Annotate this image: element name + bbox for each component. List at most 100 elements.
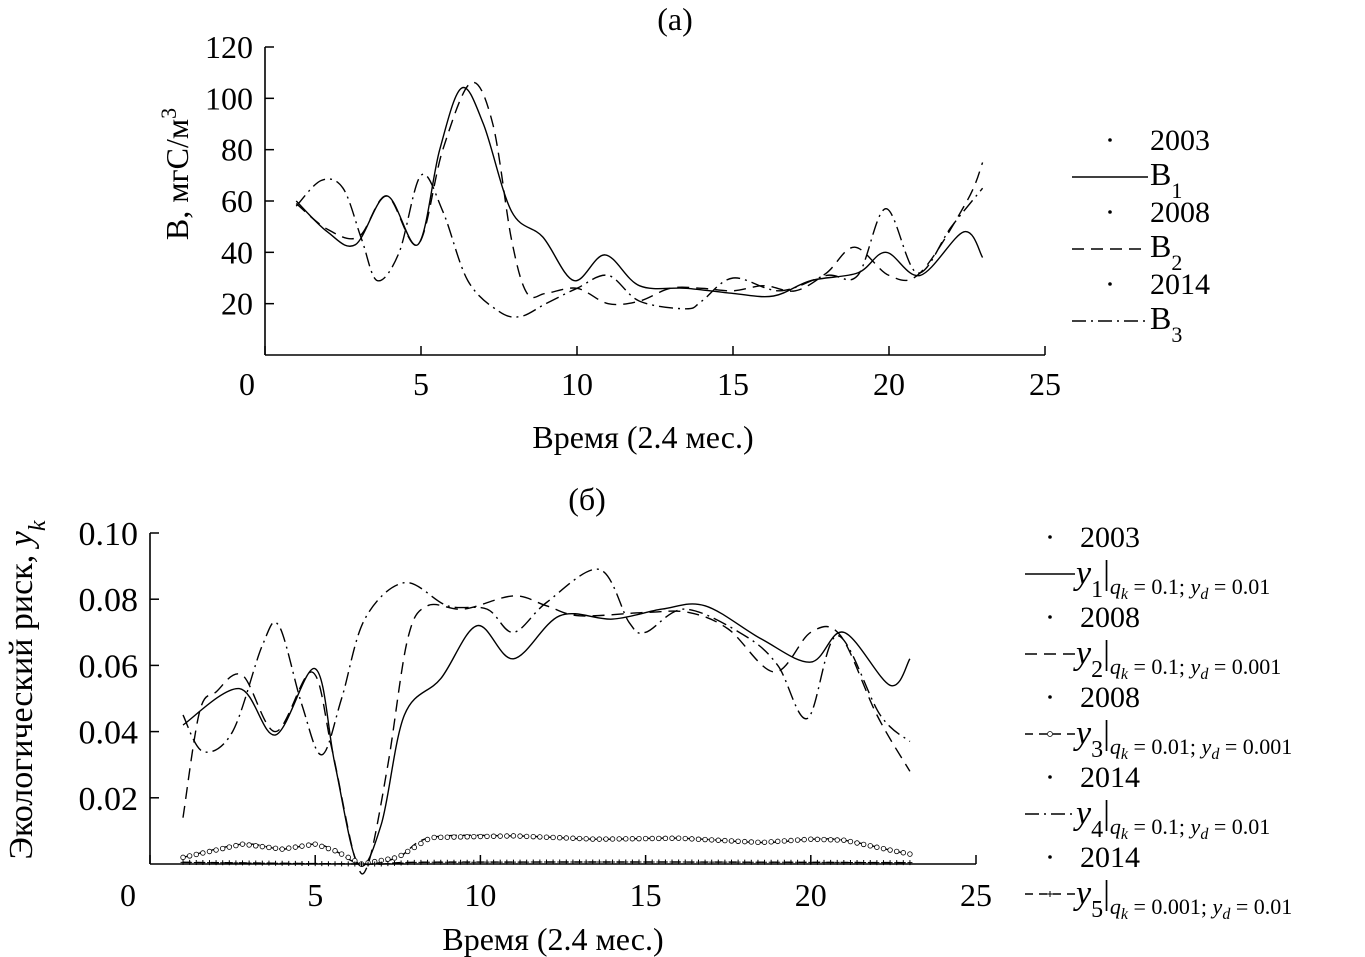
chart-b-marker-y3	[821, 836, 827, 843]
chart-b-marker-y3	[794, 837, 801, 843]
chart-a-ytick-label: 40	[221, 234, 253, 270]
chart-b-marker-y5	[411, 859, 417, 865]
chart-b-marker-y5	[742, 859, 748, 865]
chart-b-marker-y5	[649, 859, 655, 865]
chart-b-marker-y3	[715, 837, 721, 843]
chart-b-marker-y5	[398, 860, 404, 866]
chart-b-marker-y5	[722, 859, 728, 865]
chart-b-marker-y3	[768, 839, 774, 845]
chart-b-marker-y5	[748, 859, 754, 865]
chart-a-ytick-label: 80	[221, 132, 253, 168]
chart-b-legend-marker	[1048, 775, 1052, 779]
chart-b-marker-y5	[570, 859, 576, 865]
chart-b-marker-y5	[339, 861, 345, 867]
chart-b-legend-label: y3|qk = 0.01; yd = 0.001	[1073, 715, 1292, 763]
chart-b-marker-y5	[524, 859, 530, 865]
chart-a-ytick-label: 20	[221, 286, 253, 322]
chart-b-marker-y5	[286, 860, 292, 866]
chart-b-marker-y5	[801, 859, 807, 865]
chart-b-marker-y5	[233, 860, 239, 866]
chart-b-marker-y5	[841, 859, 847, 865]
chart-b-legend-label: y2|qk = 0.1; yd = 0.001	[1073, 635, 1281, 683]
chart-b-legend-marker	[1047, 891, 1053, 897]
chart-b-marker-y3	[213, 847, 219, 853]
chart-b-marker-y5	[365, 861, 371, 867]
chart-b-xtick-label: 20	[795, 877, 827, 913]
chart-b-ylabel: Экологический риск, yk	[3, 520, 51, 859]
chart-b-marker-y5	[861, 860, 867, 866]
chart-b-marker-y3	[253, 843, 259, 849]
chart-b-ytick-label: 0.08	[79, 582, 139, 619]
chart-b-marker-y3	[609, 836, 616, 842]
chart-a-legend-label: B2	[1150, 228, 1182, 275]
chart-b-marker-y5	[332, 861, 338, 867]
chart-b-marker-y5	[887, 860, 893, 866]
chart-b-marker-y5	[880, 860, 886, 866]
chart-b-marker-y3	[405, 848, 411, 855]
chart-a-legend-marker	[1108, 282, 1112, 286]
chart-b-legend-label: y4|qk = 0.1; yd = 0.01	[1073, 795, 1270, 843]
chart-b-marker-y3	[556, 835, 563, 841]
chart-b-marker-y5	[623, 859, 629, 865]
chart-b-marker-y3	[669, 835, 675, 841]
chart-b-marker-y3	[748, 839, 755, 845]
chart-b-marker-y5	[689, 859, 695, 865]
chart-b-marker-y5	[391, 860, 397, 866]
chart-b-marker-y3	[755, 839, 761, 846]
chart-b-marker-y3	[193, 851, 199, 858]
chart-b-marker-y3	[616, 836, 622, 842]
chart-b-marker-y3	[834, 837, 840, 843]
chart-b-legend-label: 2008	[1080, 601, 1140, 634]
chart-b-marker-y5	[715, 859, 721, 865]
chart-b-marker-y3	[596, 836, 603, 842]
chart-b-marker-y3	[471, 833, 477, 840]
chart-b-marker-y5	[200, 860, 206, 866]
chart-b-marker-y5	[768, 859, 774, 865]
chart-b-marker-y5	[358, 861, 364, 867]
chart-b-marker-y3	[510, 833, 517, 839]
chart-b-marker-y5	[491, 859, 497, 865]
chart-b-marker-y3	[735, 838, 741, 844]
chart-b-xtick-label: 25	[960, 877, 992, 913]
chart-b-marker-y5	[616, 859, 622, 865]
chart-b-legend-label: 2008	[1080, 681, 1140, 714]
chart-b-marker-y3	[907, 851, 913, 857]
chart-b-xtick-label: 5	[307, 877, 323, 913]
chart-b-legend-label: y5|qk = 0.001; yd = 0.01	[1073, 875, 1292, 923]
chart-b-marker-y5	[438, 859, 444, 865]
chart-b-marker-y5	[709, 859, 715, 865]
chart-b-marker-y5	[319, 861, 325, 867]
chart-a-ytick-label: 100	[205, 80, 253, 116]
chart-b-marker-y3	[325, 845, 332, 852]
chart-b-marker-y3	[636, 835, 642, 842]
chart-b-marker-y3	[887, 847, 893, 853]
chart-b-marker-y3	[338, 851, 345, 857]
chart-b-marker-y3	[424, 836, 431, 843]
chart-b-marker-y3	[689, 836, 695, 842]
chart-b-marker-y5	[537, 859, 543, 865]
chart-a-series-B3	[295, 173, 984, 318]
chart-b-marker-y3	[576, 835, 583, 842]
chart-b-marker-y3	[206, 848, 213, 855]
chart-b-marker-y5	[504, 859, 510, 865]
chart-b-marker-y3	[590, 836, 596, 842]
chart-a-xtick-label: 10	[561, 366, 593, 402]
chart-b-marker-y3	[299, 843, 305, 849]
chart-b-marker-y3	[233, 842, 239, 849]
chart-b-marker-y3	[682, 835, 688, 842]
chart-b-marker-y3	[239, 841, 246, 847]
chart-b-marker-y3	[827, 837, 834, 843]
chart-b-marker-y3	[497, 833, 503, 839]
chart-b-marker-y5	[543, 859, 549, 865]
chart-b-marker-y3	[484, 833, 490, 840]
chart-b-marker-y3	[775, 838, 781, 845]
chart-b-marker-y5	[425, 859, 431, 865]
chart-a-xtick-label: 25	[1029, 366, 1061, 402]
chart-b-marker-y5	[788, 859, 794, 865]
chart-b-marker-y5	[583, 859, 589, 865]
chart-b-marker-y5	[735, 859, 741, 865]
chart-b-legend-label: 2014	[1080, 841, 1140, 874]
chart-b-marker-y5	[312, 861, 318, 867]
chart-b-marker-y5	[900, 860, 906, 866]
chart-b-marker-y5	[762, 859, 768, 865]
